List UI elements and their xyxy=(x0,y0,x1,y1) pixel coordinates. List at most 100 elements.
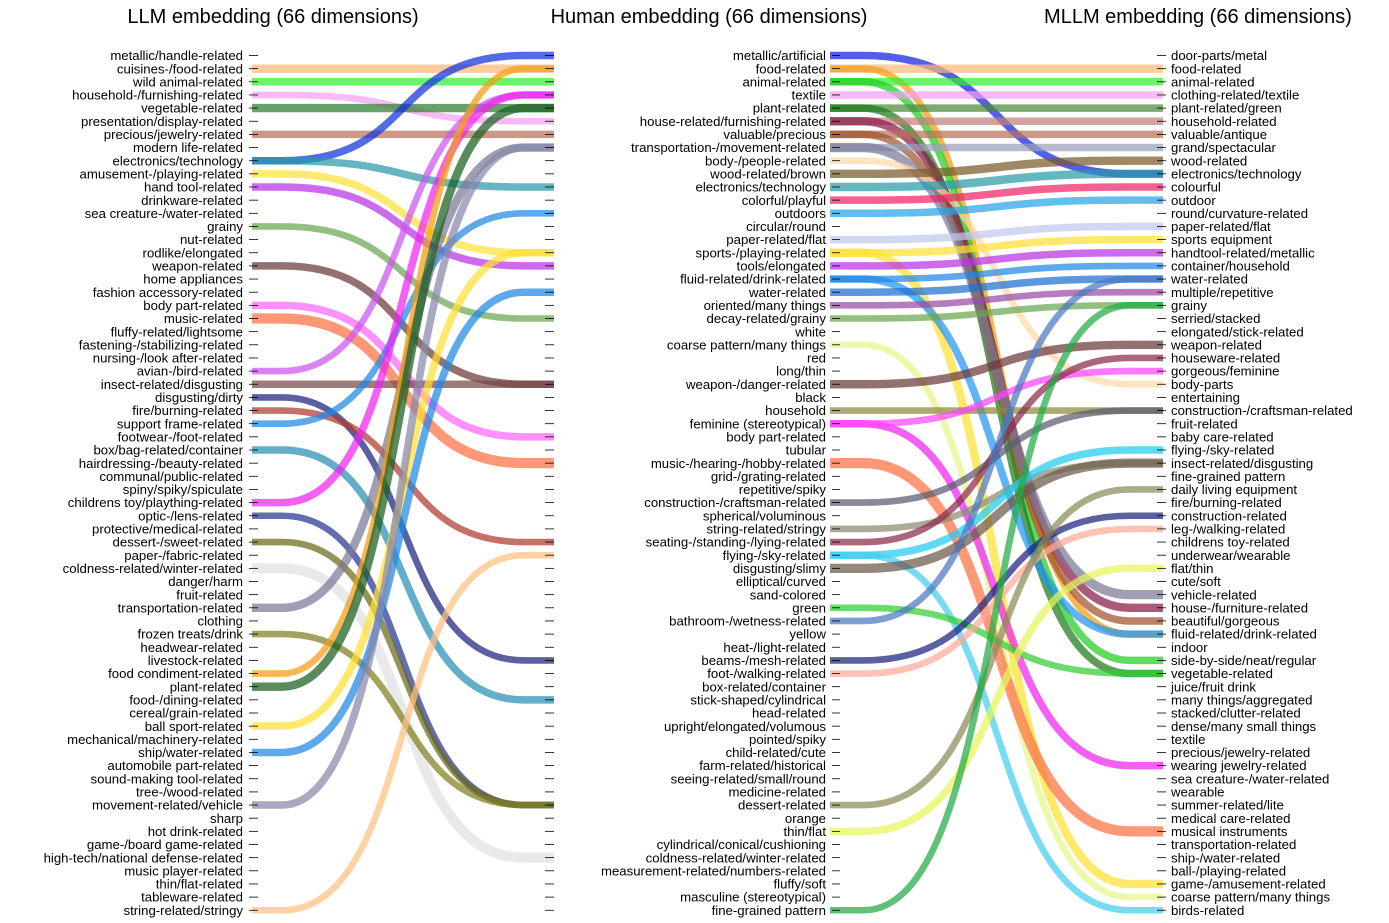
mllm_labels-label: medical care-related xyxy=(1171,811,1290,826)
human-mllm-link-10-9 xyxy=(830,169,1163,192)
mllm_labels-label: fruit-related xyxy=(1171,416,1238,431)
llm_labels-label: movement-related/vehicle xyxy=(92,798,243,813)
llm_labels-label: household-/furnishing-related xyxy=(72,88,243,103)
human_labels-label: child-related/cute xyxy=(726,745,826,760)
llm-human-link-39-61 xyxy=(252,563,554,863)
llm_labels-label: transportation-related xyxy=(118,600,243,615)
llm-human-link-65-38 xyxy=(252,551,554,914)
llm_labels-label: headwear-related xyxy=(140,640,243,655)
human_labels-label: seating-/standing-/lying-related xyxy=(646,535,826,550)
mllm_labels-label: colourful xyxy=(1171,180,1221,195)
llm-human-link-8-10 xyxy=(252,156,554,191)
llm_labels-label: automobile part-related xyxy=(107,758,243,773)
human-mllm-link-17-16 xyxy=(830,262,1163,283)
mllm_labels-label: cute/soft xyxy=(1171,574,1221,589)
llm_labels-label: spiny/spiky/spiculate xyxy=(123,482,243,497)
human_labels-label: long/thin xyxy=(776,364,826,379)
llm_labels-label: livestock-related xyxy=(148,653,243,668)
llm_labels-label: music-related xyxy=(164,311,243,326)
human_labels-label: head-related xyxy=(752,706,826,721)
human-mllm-link-18-17 xyxy=(830,275,1163,296)
llm_labels-label: optic-/lens-related xyxy=(138,508,243,523)
mllm_labels-label: valuable/antique xyxy=(1171,127,1267,142)
human_labels-label: weapon-/danger-related xyxy=(685,377,826,392)
llm_labels-label: fire/burning-related xyxy=(132,403,243,418)
llm_labels-label: vegetable-related xyxy=(141,101,243,116)
llm_labels-label: fastening-/stabilizing-related xyxy=(79,337,243,352)
human_labels-label: construction-/craftsman-related xyxy=(644,495,826,510)
human_labels-label: black xyxy=(795,390,826,405)
human_labels-label: coldness-related/winter-related xyxy=(646,850,826,865)
llm_labels-label: insect-related/disgusting xyxy=(101,377,243,392)
llm_labels-label: frozen treats/drink xyxy=(137,627,243,642)
human-mllm-link-16-15 xyxy=(830,249,1163,270)
mllm_labels-label: serried/stacked xyxy=(1171,311,1260,326)
mllm_labels-label: wood-related xyxy=(1170,153,1247,168)
llm_labels-label: home appliances xyxy=(143,272,243,287)
llm_labels-label: string-related/stringy xyxy=(124,903,244,918)
human-mllm-link-39-31 xyxy=(830,458,1163,573)
human_labels-label: string-related/stringy xyxy=(707,522,827,537)
llm_labels-label: hairdressing-/beauty-related xyxy=(79,456,243,471)
llm_labels-label: drinkware-related xyxy=(141,193,243,208)
human_labels-label: green xyxy=(792,600,826,615)
mllm_labels-label: ball-/playing-related xyxy=(1171,863,1286,878)
human-mllm-link-15-14 xyxy=(830,235,1163,257)
mllm_labels-label: fire/burning-related xyxy=(1171,495,1282,510)
mllm_labels-label: wearable xyxy=(1170,785,1225,800)
llm-human-link-47-1 xyxy=(252,65,554,677)
mllm_labels-label: birds-related xyxy=(1171,903,1244,918)
human_labels-label: white xyxy=(794,324,826,339)
mllm_labels-label: fine-grained pattern xyxy=(1171,469,1285,484)
llm_labels-label: ship/water-related xyxy=(138,745,243,760)
human_labels-label: foot-/walking-related xyxy=(707,666,826,681)
mllm_labels-label: grainy xyxy=(1171,298,1207,313)
human-mllm-link-46-35 xyxy=(830,512,1163,664)
human_labels-label: music-/hearing-/hobby-related xyxy=(651,456,826,471)
llm_labels-label: grainy xyxy=(207,219,243,234)
human_labels-label: paper-related/flat xyxy=(726,232,826,247)
human_labels-label: farm-related/historical xyxy=(699,758,826,773)
human_labels-label: fine-grained pattern xyxy=(712,903,826,918)
llm_labels-label: fashion accessory-related xyxy=(93,285,243,300)
mllm_labels-label: baby care-related xyxy=(1171,429,1274,444)
human-mllm-link-25-22 xyxy=(830,340,1163,389)
llm_labels-label: avian-/bird-related xyxy=(137,364,243,379)
human-mllm-link-11-10 xyxy=(830,183,1163,204)
mllm_labels-label: side-by-side/neat/regular xyxy=(1171,653,1317,668)
llm_labels-label: food-/dining-related xyxy=(129,692,243,707)
mllm_labels-label: vegetable-related xyxy=(1171,666,1273,681)
llm-human-link-9-15 xyxy=(252,170,554,257)
llm_labels-label: danger/harm xyxy=(168,574,243,589)
llm_labels-label: fruit-related xyxy=(176,587,243,602)
human_labels-label: food-related xyxy=(756,61,826,76)
llm_labels-label: paper-/fabric-related xyxy=(124,548,243,563)
llm_labels-label: ball sport-related xyxy=(145,719,243,734)
llm_labels-label: game-/board game-related xyxy=(87,837,243,852)
human_labels-label: oriented/many things xyxy=(704,298,827,313)
human_labels-label: circular/round xyxy=(746,219,826,234)
human_labels-label: feminine (stereotypical) xyxy=(690,416,826,431)
mllm_labels-label: houseware-related xyxy=(1171,351,1280,366)
human_labels-label: transportation-/movement-related xyxy=(631,140,826,155)
human_labels-label: pointed/spiky xyxy=(749,732,826,747)
mllm_labels-label: game-/amusement-related xyxy=(1171,877,1326,892)
human_labels-label: wood-related/brown xyxy=(709,166,826,181)
llm-human-link-30-49 xyxy=(252,446,554,704)
llm_labels-label: food condiment-related xyxy=(108,666,243,681)
mllm_labels-label: dense/many small things xyxy=(1171,719,1317,734)
llm_labels-label: coldness-related/winter-related xyxy=(63,561,243,576)
mllm_labels-label: weapon-related xyxy=(1170,337,1262,352)
human-mllm-link-59-39 xyxy=(830,564,1163,836)
human_labels-label: body-/people-related xyxy=(705,153,826,168)
llm_labels-label: rodlike/elongated xyxy=(143,245,243,260)
mllm_labels-label: multiple/repetitive xyxy=(1171,285,1274,300)
human-mllm-link-19-18 xyxy=(830,288,1163,309)
human_labels-label: sports-/playing-related xyxy=(696,245,826,260)
human-mllm-links xyxy=(830,51,1163,914)
llm_labels-label: thin/flat-related xyxy=(156,877,243,892)
human_labels-label: red xyxy=(807,351,826,366)
llm-human-link-48-4 xyxy=(252,103,554,691)
llm-human-link-44-57 xyxy=(252,630,554,809)
llm-human-links xyxy=(252,51,554,914)
